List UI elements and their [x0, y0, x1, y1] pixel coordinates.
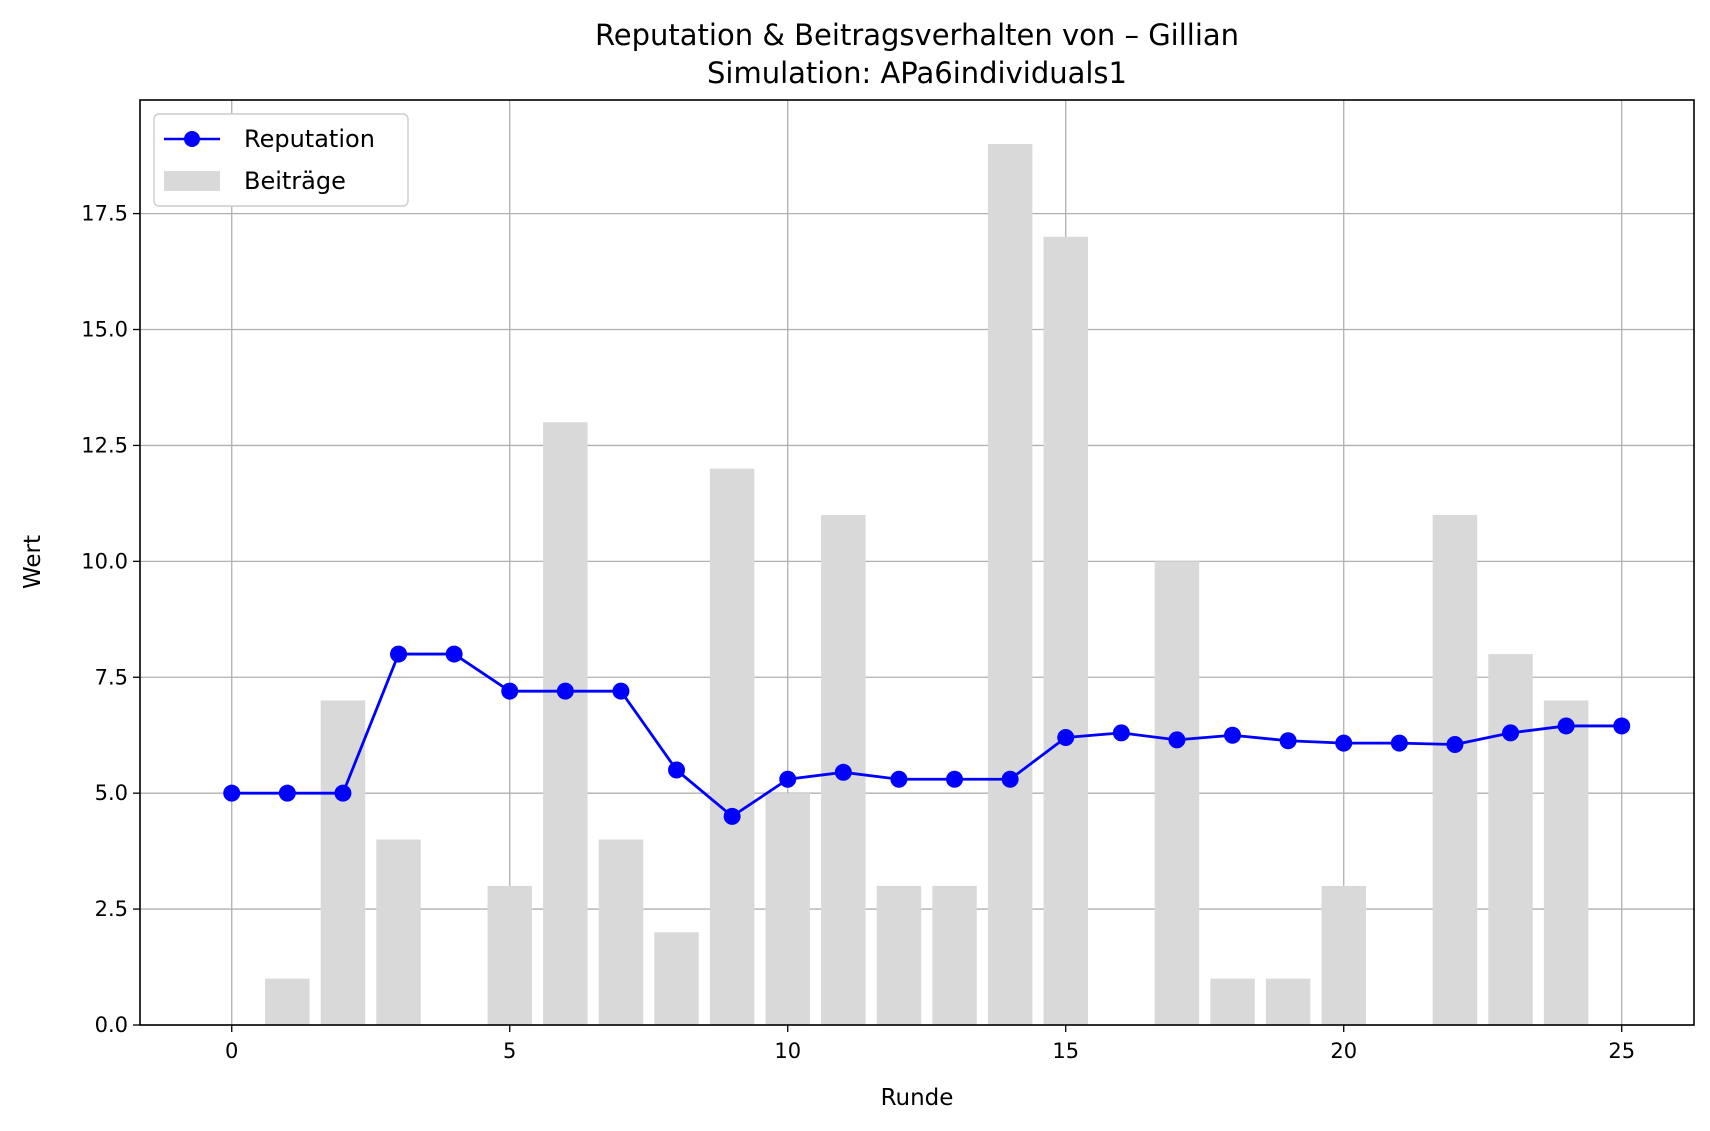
reputation-point	[890, 770, 908, 788]
y-tick-label: 10.0	[81, 549, 128, 573]
bar-beitraege	[876, 885, 922, 1025]
x-tick-label: 0	[225, 1039, 238, 1063]
bar-beitraege	[1488, 654, 1533, 1025]
y-axis-ticks: 0.0 2.5 5.0 7.5 10.0 12.5 15.0 17.5	[81, 202, 140, 1037]
reputation-point	[834, 763, 852, 781]
reputation-point	[612, 682, 630, 700]
legend-beitraege-label: Beiträge	[244, 167, 346, 195]
reputation-point	[278, 784, 296, 802]
reputation-point	[1335, 734, 1353, 752]
legend-reputation-marker	[184, 131, 200, 147]
reputation-point	[779, 770, 797, 788]
reputation-point	[1613, 717, 1631, 735]
y-tick-label: 15.0	[81, 318, 128, 342]
bar-beitraege	[932, 885, 977, 1025]
plot-area-frame	[139, 99, 1695, 1026]
bar-beitraege	[1210, 978, 1255, 1025]
reputation-point	[1224, 726, 1242, 744]
bar-beitraege	[1265, 978, 1311, 1025]
chart-subtitle: Simulation: APa6individuals1	[707, 56, 1127, 90]
reputation-point	[1557, 717, 1575, 735]
reputation-point	[390, 645, 408, 663]
bar-beitraege	[376, 839, 421, 1025]
bar-beitraege	[1543, 700, 1589, 1025]
bar-beitraege	[1321, 885, 1366, 1025]
legend-reputation-label: Reputation	[244, 125, 375, 153]
x-tick-label: 20	[1330, 1039, 1357, 1063]
x-axis-ticks: 0 5 10 15 20 25	[225, 1025, 1635, 1063]
y-tick-label: 7.5	[95, 665, 128, 689]
reputation-point	[334, 784, 352, 802]
bar-beitraege	[987, 144, 1033, 1026]
bar-beitraege	[1154, 561, 1200, 1025]
reputation-point	[223, 784, 241, 802]
bar-beitraege	[265, 978, 310, 1025]
y-tick-label: 17.5	[81, 202, 128, 226]
x-axis-label: Runde	[881, 1085, 954, 1111]
bar-beitraege	[709, 468, 755, 1025]
y-tick-label: 12.5	[81, 433, 128, 457]
legend-beitraege-swatch	[164, 171, 220, 191]
x-tick-label: 5	[503, 1039, 516, 1063]
reputation-point	[723, 807, 741, 825]
y-tick-label: 0.0	[95, 1013, 128, 1037]
reputation-point	[445, 645, 463, 663]
bar-beitraege	[765, 793, 810, 1025]
y-axis-label: Wert	[20, 535, 46, 589]
reputation-point	[1168, 731, 1186, 749]
reputation-point	[1057, 729, 1075, 747]
y-tick-label: 5.0	[95, 781, 128, 805]
bar-series-beitraege	[265, 144, 1589, 1026]
reputation-point	[1390, 734, 1408, 752]
bar-beitraege	[320, 700, 366, 1025]
x-tick-label: 10	[774, 1039, 801, 1063]
reputation-point	[1446, 735, 1464, 753]
bar-beitraege	[1043, 236, 1088, 1026]
x-tick-label: 25	[1608, 1039, 1635, 1063]
legend: Reputation Beiträge	[153, 113, 409, 207]
reputation-point	[668, 761, 686, 779]
bar-beitraege	[487, 885, 532, 1025]
bar-beitraege	[654, 932, 699, 1025]
chart-title: Reputation & Beitragsverhalten von – Gil…	[595, 18, 1239, 52]
reputation-point	[1279, 732, 1297, 750]
reputation-point	[1502, 724, 1520, 742]
reputation-point	[1112, 724, 1130, 742]
reputation-point	[1001, 770, 1019, 788]
line-series-reputation	[223, 645, 1631, 825]
bar-beitraege	[543, 422, 588, 1025]
x-tick-label: 15	[1052, 1039, 1079, 1063]
reputation-point	[946, 770, 964, 788]
reputation-line	[231, 652, 1622, 818]
reputation-point	[501, 682, 519, 700]
reputation-point	[556, 682, 574, 700]
y-tick-label: 2.5	[95, 897, 128, 921]
bar-beitraege	[598, 839, 644, 1025]
bar-beitraege	[1432, 514, 1478, 1025]
